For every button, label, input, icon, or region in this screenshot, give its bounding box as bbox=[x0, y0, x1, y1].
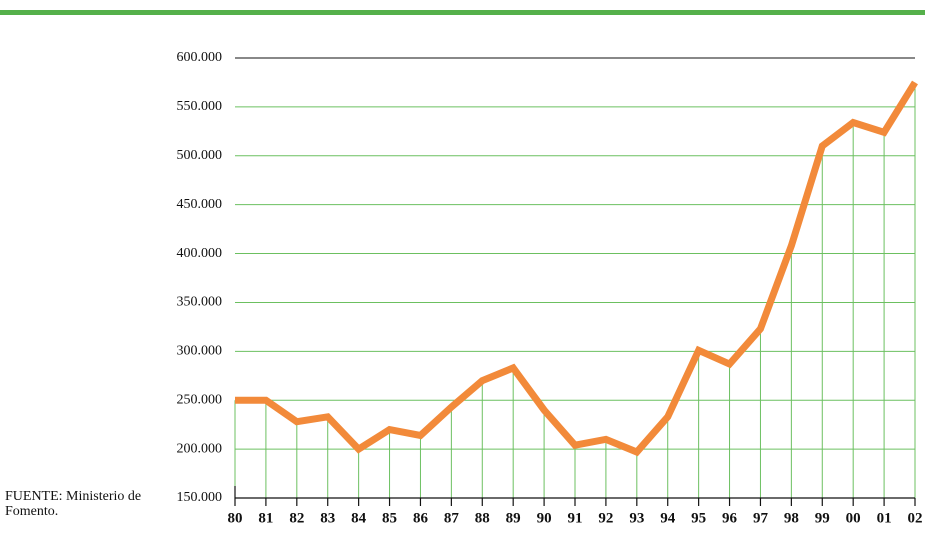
x-tick-label: 88 bbox=[475, 510, 490, 526]
x-tick-label: 83 bbox=[320, 510, 335, 526]
x-tick-label: 94 bbox=[660, 510, 676, 526]
y-tick-label: 600.000 bbox=[177, 50, 223, 65]
x-tick-label: 96 bbox=[722, 510, 738, 526]
y-tick-label: 350.000 bbox=[177, 295, 223, 310]
x-tick-label: 97 bbox=[753, 510, 769, 526]
x-tick-label: 92 bbox=[598, 510, 613, 526]
x-tick-label: 84 bbox=[351, 510, 367, 526]
y-tick-label: 250.000 bbox=[177, 392, 223, 407]
x-tick-label: 01 bbox=[877, 510, 892, 526]
x-tick-label: 90 bbox=[537, 510, 552, 526]
x-tick-label: 02 bbox=[908, 510, 923, 526]
y-tick-label: 450.000 bbox=[177, 197, 223, 212]
data-line bbox=[235, 80, 918, 457]
x-tick-label: 87 bbox=[444, 510, 460, 526]
y-tick-label: 200.000 bbox=[177, 441, 223, 456]
x-tick-label: 91 bbox=[568, 510, 583, 526]
x-tick-label: 99 bbox=[815, 510, 830, 526]
y-tick-label: 500.000 bbox=[177, 148, 223, 163]
y-tick-label: 150.000 bbox=[177, 490, 223, 505]
y-tick-label: 300.000 bbox=[177, 344, 223, 359]
x-tick-label: 95 bbox=[691, 510, 706, 526]
top-bar bbox=[0, 10, 925, 15]
x-tick-label: 89 bbox=[506, 510, 521, 526]
x-tick-label: 85 bbox=[382, 510, 397, 526]
x-tick-label: 93 bbox=[629, 510, 644, 526]
y-tick-label: 550.000 bbox=[177, 99, 223, 114]
x-tick-label: 00 bbox=[846, 510, 861, 526]
x-tick-label: 98 bbox=[784, 510, 799, 526]
x-tick-label: 81 bbox=[258, 510, 273, 526]
source-note: FUENTE: Ministerio de Fomento. bbox=[5, 489, 142, 519]
y-tick-label: 400.000 bbox=[177, 246, 223, 261]
x-tick-label: 82 bbox=[289, 510, 304, 526]
x-tick-label: 86 bbox=[413, 510, 429, 526]
x-tick-label: 80 bbox=[228, 510, 243, 526]
